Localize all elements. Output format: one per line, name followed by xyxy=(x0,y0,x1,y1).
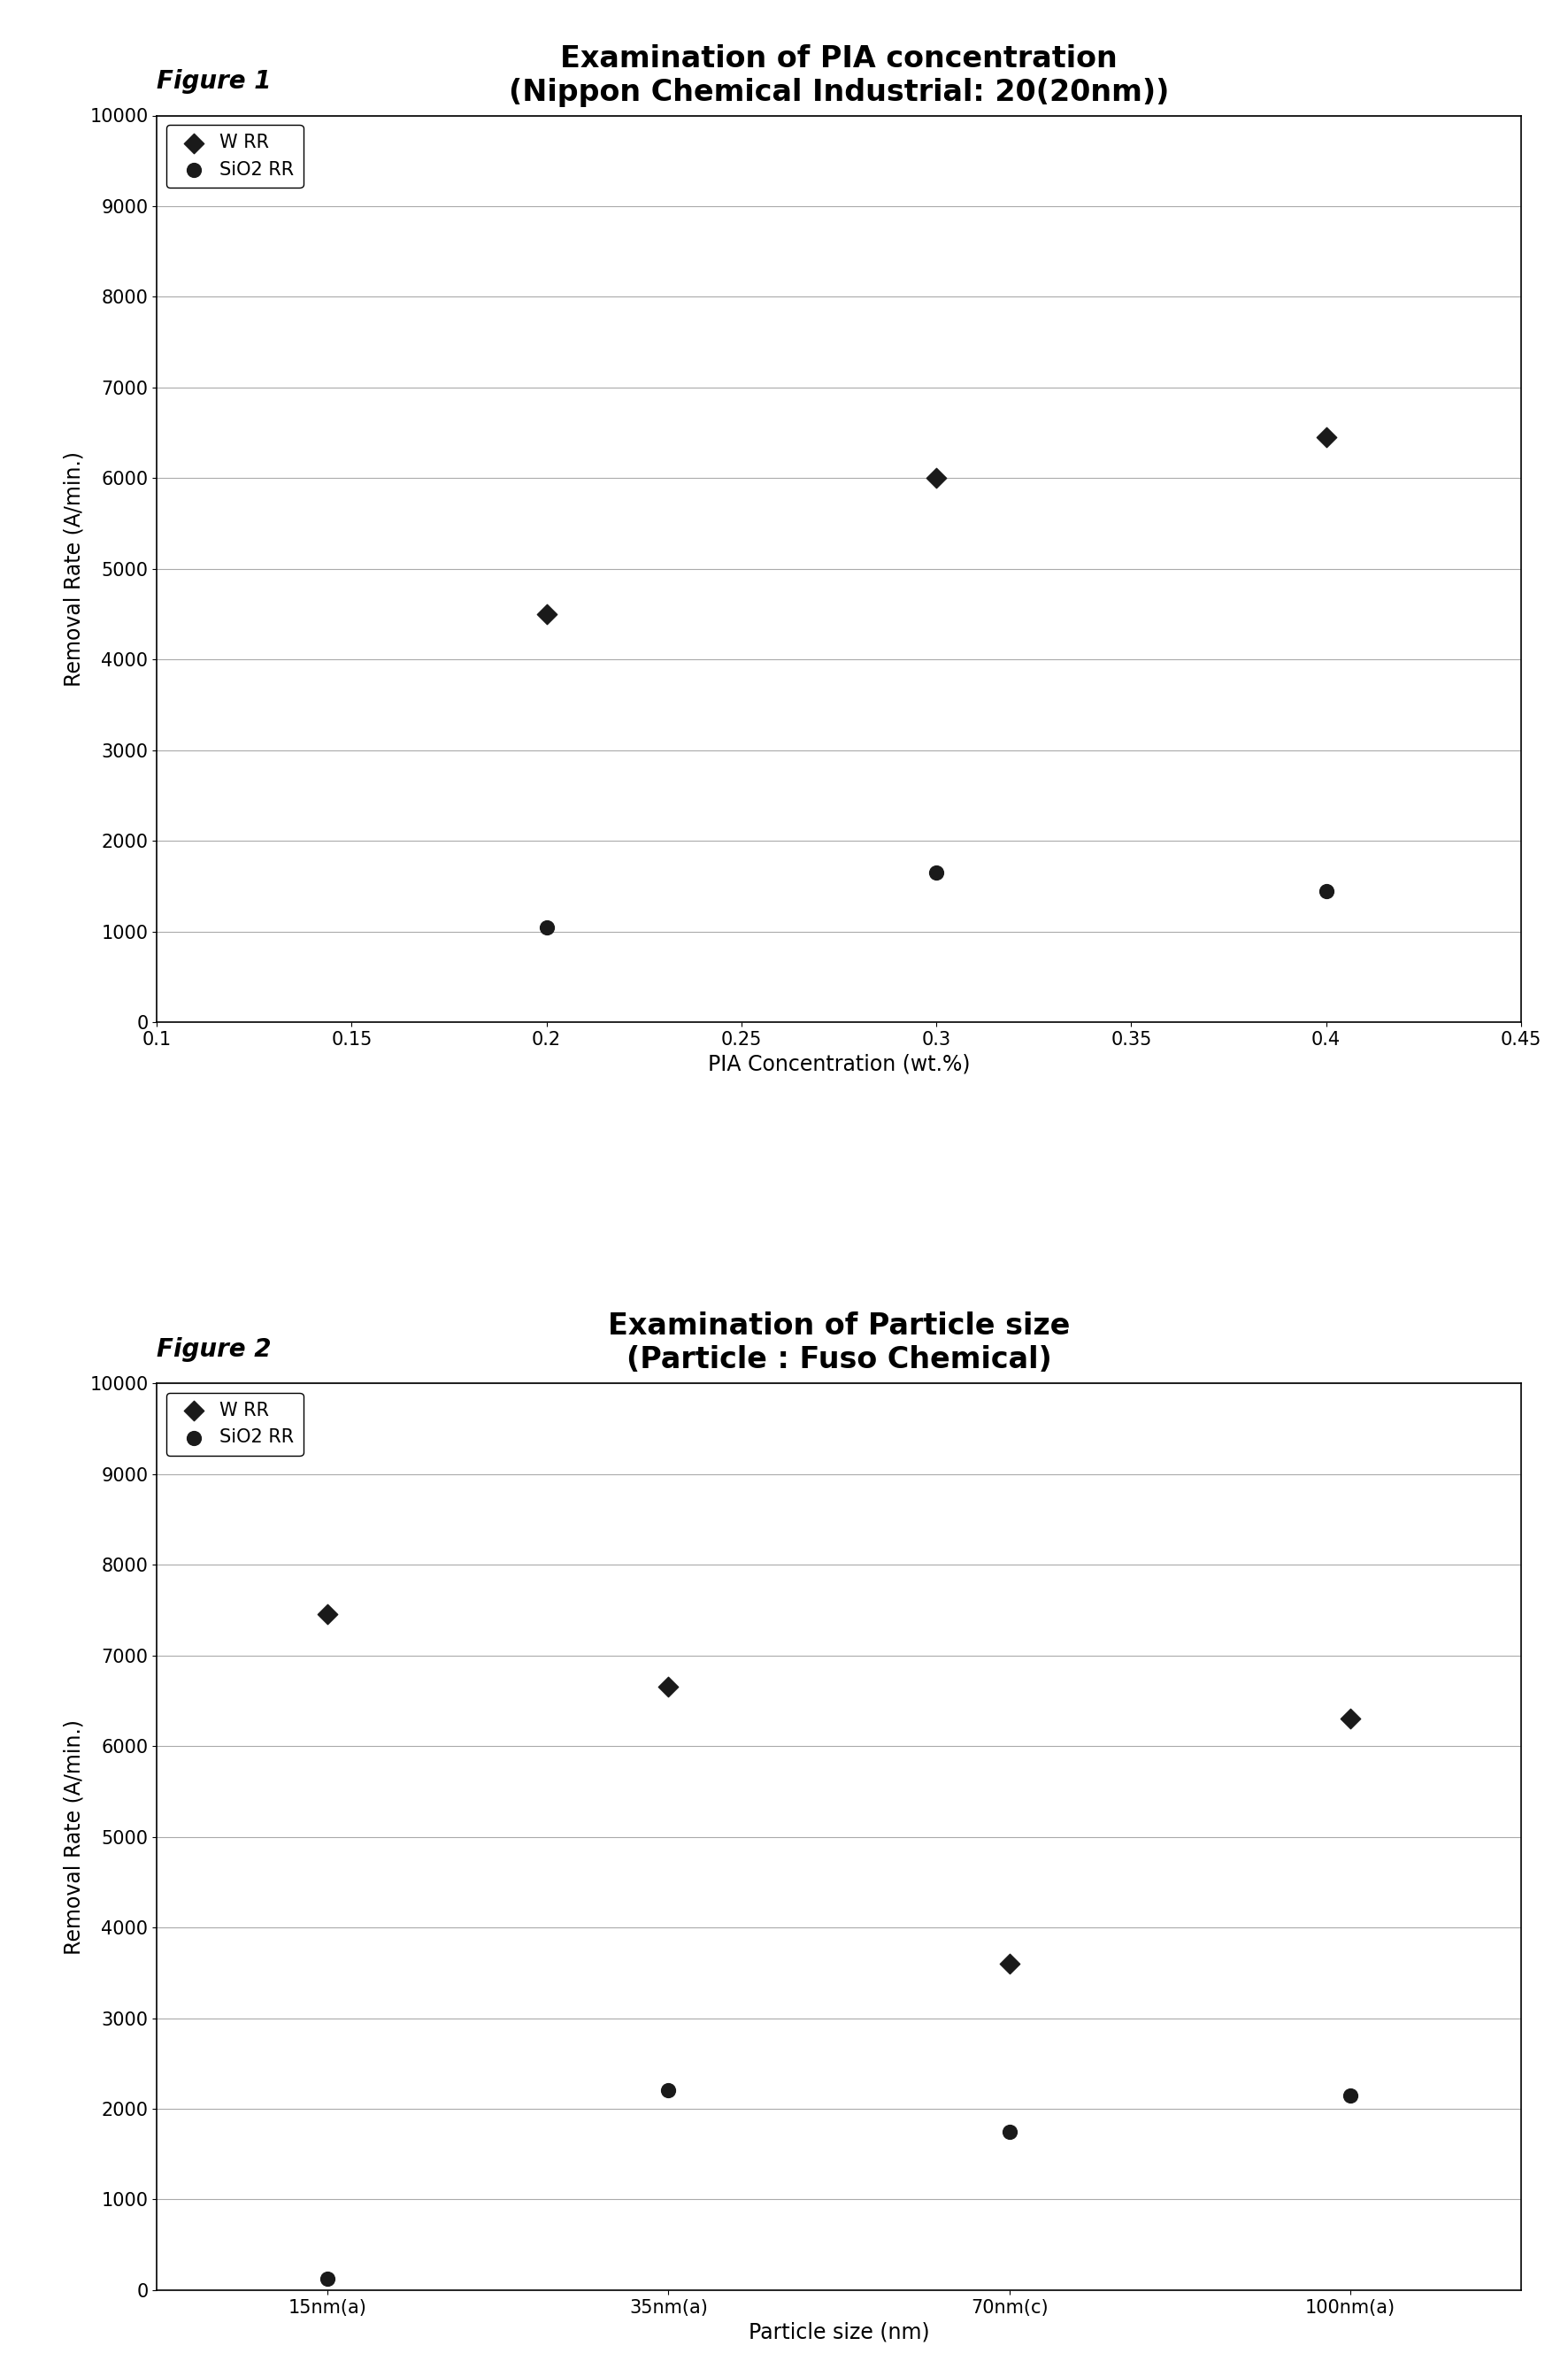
X-axis label: PIA Concentration (wt.%): PIA Concentration (wt.%) xyxy=(707,1053,971,1074)
W RR xyxy=(655,1669,681,1707)
W RR xyxy=(924,460,949,498)
SiO2 RR xyxy=(997,2113,1022,2151)
SiO2 RR xyxy=(655,2071,681,2108)
W RR xyxy=(535,595,560,633)
SiO2 RR xyxy=(535,909,560,947)
X-axis label: Particle size (nm): Particle size (nm) xyxy=(748,2321,930,2342)
W RR xyxy=(997,1945,1022,1983)
SiO2 RR xyxy=(924,855,949,892)
Text: Figure 1: Figure 1 xyxy=(157,68,271,94)
Title: Examination of PIA concentration
(Nippon Chemical Industrial: 20(20nm)): Examination of PIA concentration (Nippon… xyxy=(508,45,1170,106)
W RR xyxy=(1338,1700,1363,1738)
SiO2 RR xyxy=(1314,871,1339,909)
Legend: W RR, SiO2 RR: W RR, SiO2 RR xyxy=(166,1393,303,1454)
W RR xyxy=(1314,418,1339,456)
W RR xyxy=(315,1596,340,1634)
SiO2 RR xyxy=(315,2259,340,2297)
Title: Examination of Particle size
(Particle : Fuso Chemical): Examination of Particle size (Particle :… xyxy=(608,1313,1069,1374)
Y-axis label: Removal Rate (A/min.): Removal Rate (A/min.) xyxy=(63,1719,85,1955)
SiO2 RR xyxy=(1338,2075,1363,2113)
Legend: W RR, SiO2 RR: W RR, SiO2 RR xyxy=(166,125,303,189)
Text: Figure 2: Figure 2 xyxy=(157,1336,271,1362)
Y-axis label: Removal Rate (A/min.): Removal Rate (A/min.) xyxy=(63,451,85,687)
